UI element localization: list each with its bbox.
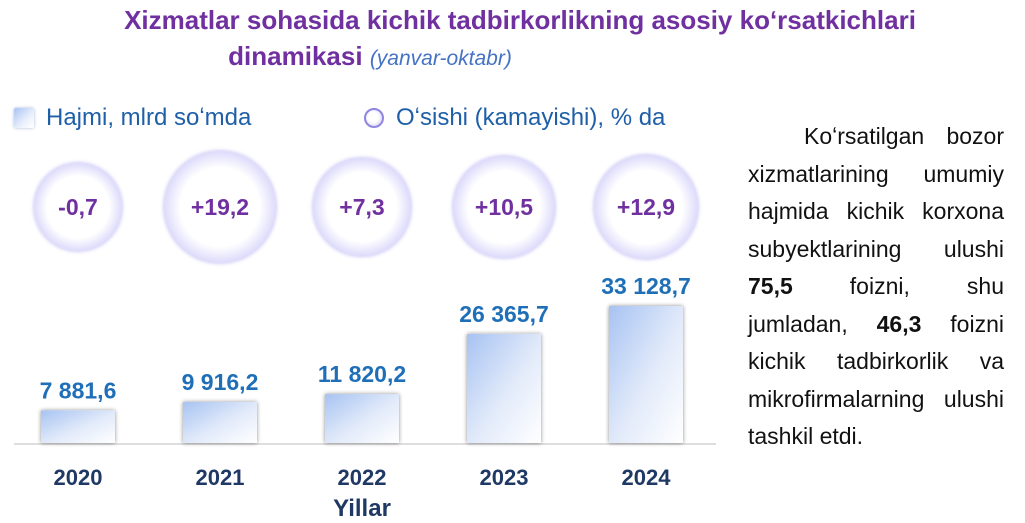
bar-2022 (325, 394, 399, 443)
bar-2023 (467, 333, 541, 443)
side-description: Koʻrsatilgan bozor xizmatlarining umumiy… (748, 118, 1004, 456)
category-label-2021: 2021 (196, 465, 245, 490)
bar-value-label-2021: 9 916,2 (182, 369, 259, 395)
growth-circle-2021: +19,2 (164, 151, 276, 263)
legend-square-icon (14, 108, 34, 128)
bar-chart: 7 881,6 2020 9 916,2 2021 11 820,2 2022 26 365… (14, 273, 716, 522)
chart-subtitle: (yanvar-oktabr) (369, 47, 512, 70)
bar-value-label-2022: 11 820,2 (318, 361, 406, 387)
bar-value-label-2020: 7 881,6 (40, 377, 117, 403)
category-label-2024: 2024 (622, 465, 672, 490)
growth-circle-2022: +7,3 (313, 158, 411, 256)
legend-growth-label: Oʻsishi (kamayishi), % da (396, 104, 666, 131)
bar-2020 (41, 410, 115, 443)
legend-volume-label: Hajmi, mlrd soʻmda (46, 104, 252, 131)
side-text-end: foizni kichik tadbirkorlik va mikrofirma… (748, 310, 1004, 450)
x-axis-title: Yillar (333, 495, 391, 522)
growth-circle-2020: -0,7 (33, 162, 123, 252)
side-text-middle: foizni, shu jumladan, (748, 273, 1004, 337)
category-label-2020: 2020 (54, 465, 103, 490)
share-value-1: 75,5 (748, 273, 793, 299)
legend-growth: Oʻsishi (kamayishi), % da (364, 104, 665, 132)
bar-2024 (609, 306, 683, 443)
legend-circle-icon (364, 108, 384, 128)
growth-circle-2024: +12,9 (593, 154, 699, 260)
growth-circle-2023: +10,5 (453, 156, 555, 258)
share-value-2: 46,3 (876, 310, 922, 337)
bar-value-label-2023: 26 365,7 (459, 301, 549, 327)
category-label-2022: 2022 (338, 465, 387, 490)
bar-2021 (183, 401, 257, 443)
bar-value-label-2024: 33 128,7 (601, 273, 691, 299)
chart-title-line1: Xizmatlar sohasida kichik tadbirkorlikni… (124, 5, 916, 35)
side-text-intro: Koʻrsatilgan bozor xizmatlarining umumiy… (748, 123, 1004, 262)
chart-title-line2: dinamikasi (yanvar-oktabr) (20, 38, 720, 77)
legend-volume: Hajmi, mlrd soʻmda (14, 104, 251, 132)
chart-title-main: dinamikasi (228, 41, 363, 71)
category-label-2023: 2023 (480, 465, 529, 490)
